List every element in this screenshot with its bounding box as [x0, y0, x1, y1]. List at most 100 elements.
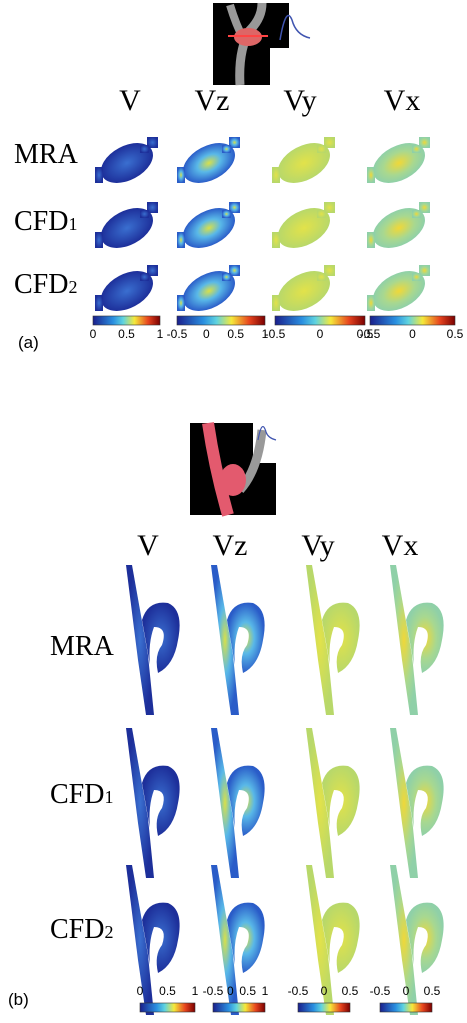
colorbar — [140, 1003, 195, 1012]
vessel-section — [222, 273, 231, 281]
velocity-map — [306, 565, 360, 715]
row-name: CFD — [14, 269, 68, 300]
row-subscript: 1 — [104, 787, 113, 807]
colorbar-tick-label: 0.5 — [239, 984, 256, 998]
column-header: Vz — [213, 529, 248, 562]
colorbar — [213, 1003, 265, 1012]
row-label: MRA — [50, 631, 115, 662]
vessel-section — [367, 167, 375, 183]
row-name: CFD — [14, 206, 68, 237]
colorbar-tick-label: 0 — [403, 984, 410, 998]
colorbar-tick-label: 0 — [203, 327, 210, 341]
colorbar-tick-label: -0.5 — [167, 327, 188, 341]
colorbar-tick-label: -0.5 — [265, 327, 286, 341]
vessel-section — [177, 167, 185, 183]
row-label: CFD2 — [14, 269, 77, 300]
vessel-section — [367, 295, 375, 311]
inset-b — [190, 423, 276, 515]
vessel-section — [95, 167, 103, 183]
row-subscript: 2 — [68, 277, 77, 297]
velocity-map — [126, 728, 180, 878]
colorbar-tick-label: 0.5 — [118, 327, 135, 341]
vessel-section — [412, 145, 421, 153]
velocity-map — [366, 135, 431, 191]
vessel-section — [272, 295, 280, 311]
colorbar — [93, 316, 160, 325]
colorbar — [380, 1003, 432, 1012]
velocity-map — [271, 135, 336, 191]
panel-label: (a) — [18, 333, 39, 352]
velocity-map — [211, 728, 265, 878]
colorbar-tick-label: 0 — [321, 984, 328, 998]
vessel-section — [140, 145, 149, 153]
colorbar-tick-label: 0.5 — [342, 984, 359, 998]
colorbar-tick-label: 1 — [157, 327, 164, 341]
column-header: Vx — [384, 84, 421, 117]
vessel-section — [95, 295, 103, 311]
inset-a — [213, 3, 310, 86]
colorbar-tick-label: 1 — [192, 984, 199, 998]
column-header: V — [137, 529, 159, 562]
row-label: MRA — [14, 139, 79, 170]
vessel-section — [140, 210, 149, 218]
velocity-map — [306, 728, 360, 878]
colorbar-tick-label: -0.5 — [370, 984, 391, 998]
row-subscript: 2 — [104, 922, 113, 942]
row-name: CFD — [50, 779, 104, 810]
colorbar — [370, 316, 455, 325]
colorbar-tick-label: 0.5 — [447, 327, 464, 341]
velocity-map — [211, 565, 265, 715]
vessel-section — [272, 232, 280, 248]
colorbar-tick-label: 0.5 — [159, 984, 176, 998]
colorbar — [275, 316, 365, 325]
vessel-section — [317, 145, 326, 153]
figure: (a)VVzVyVxMRACFD1CFD200.51-0.500.51-0.50… — [0, 0, 467, 1023]
velocity-map — [94, 200, 159, 256]
velocity-map — [94, 263, 159, 319]
velocity-map — [176, 200, 241, 256]
column-header: Vy — [283, 84, 316, 117]
vessel-section — [177, 295, 185, 311]
vessel-section — [412, 210, 421, 218]
colorbar-tick-label: -0.5 — [288, 984, 309, 998]
colorbar-tick-label: -0.5 — [203, 984, 224, 998]
velocity-map — [94, 135, 159, 191]
row-label: CFD1 — [14, 206, 77, 237]
row-name: MRA — [14, 139, 79, 170]
vessel-section — [272, 167, 280, 183]
vessel-section — [140, 273, 149, 281]
colorbar-tick-label: 0 — [227, 984, 234, 998]
column-header: Vz — [195, 84, 230, 117]
column-header: Vy — [301, 529, 334, 562]
velocity-map — [126, 565, 180, 715]
velocity-map — [366, 263, 431, 319]
row-subscript: 1 — [68, 214, 77, 234]
vessel-section — [317, 273, 326, 281]
vessel-section — [95, 232, 103, 248]
vessel-section — [317, 210, 326, 218]
colorbar — [298, 1003, 350, 1012]
colorbar-tick-label: -0.5 — [360, 327, 381, 341]
vessel-section — [367, 232, 375, 248]
column-header: V — [119, 84, 141, 117]
column-header: Vx — [382, 529, 419, 562]
row-label: CFD1 — [50, 779, 113, 810]
colorbar-tick-label: 0 — [317, 327, 324, 341]
colorbar-tick-label: 0 — [90, 327, 97, 341]
colorbar-tick-label: 0.5 — [424, 984, 441, 998]
row-label: CFD2 — [50, 914, 113, 945]
row-name: CFD — [50, 914, 104, 945]
vessel-section — [412, 273, 421, 281]
panel-label: (b) — [8, 990, 29, 1009]
colorbar-tick-label: 0 — [137, 984, 144, 998]
velocity-map — [271, 200, 336, 256]
colorbar-tick-label: 0 — [409, 327, 416, 341]
colorbar-tick-label: 0.5 — [227, 327, 244, 341]
velocity-map — [176, 135, 241, 191]
velocity-map — [390, 728, 444, 878]
velocity-map — [176, 263, 241, 319]
colorbar-tick-label: 1 — [262, 984, 269, 998]
velocity-map — [390, 565, 444, 715]
vessel-section — [222, 145, 231, 153]
vessel-section — [177, 232, 185, 248]
